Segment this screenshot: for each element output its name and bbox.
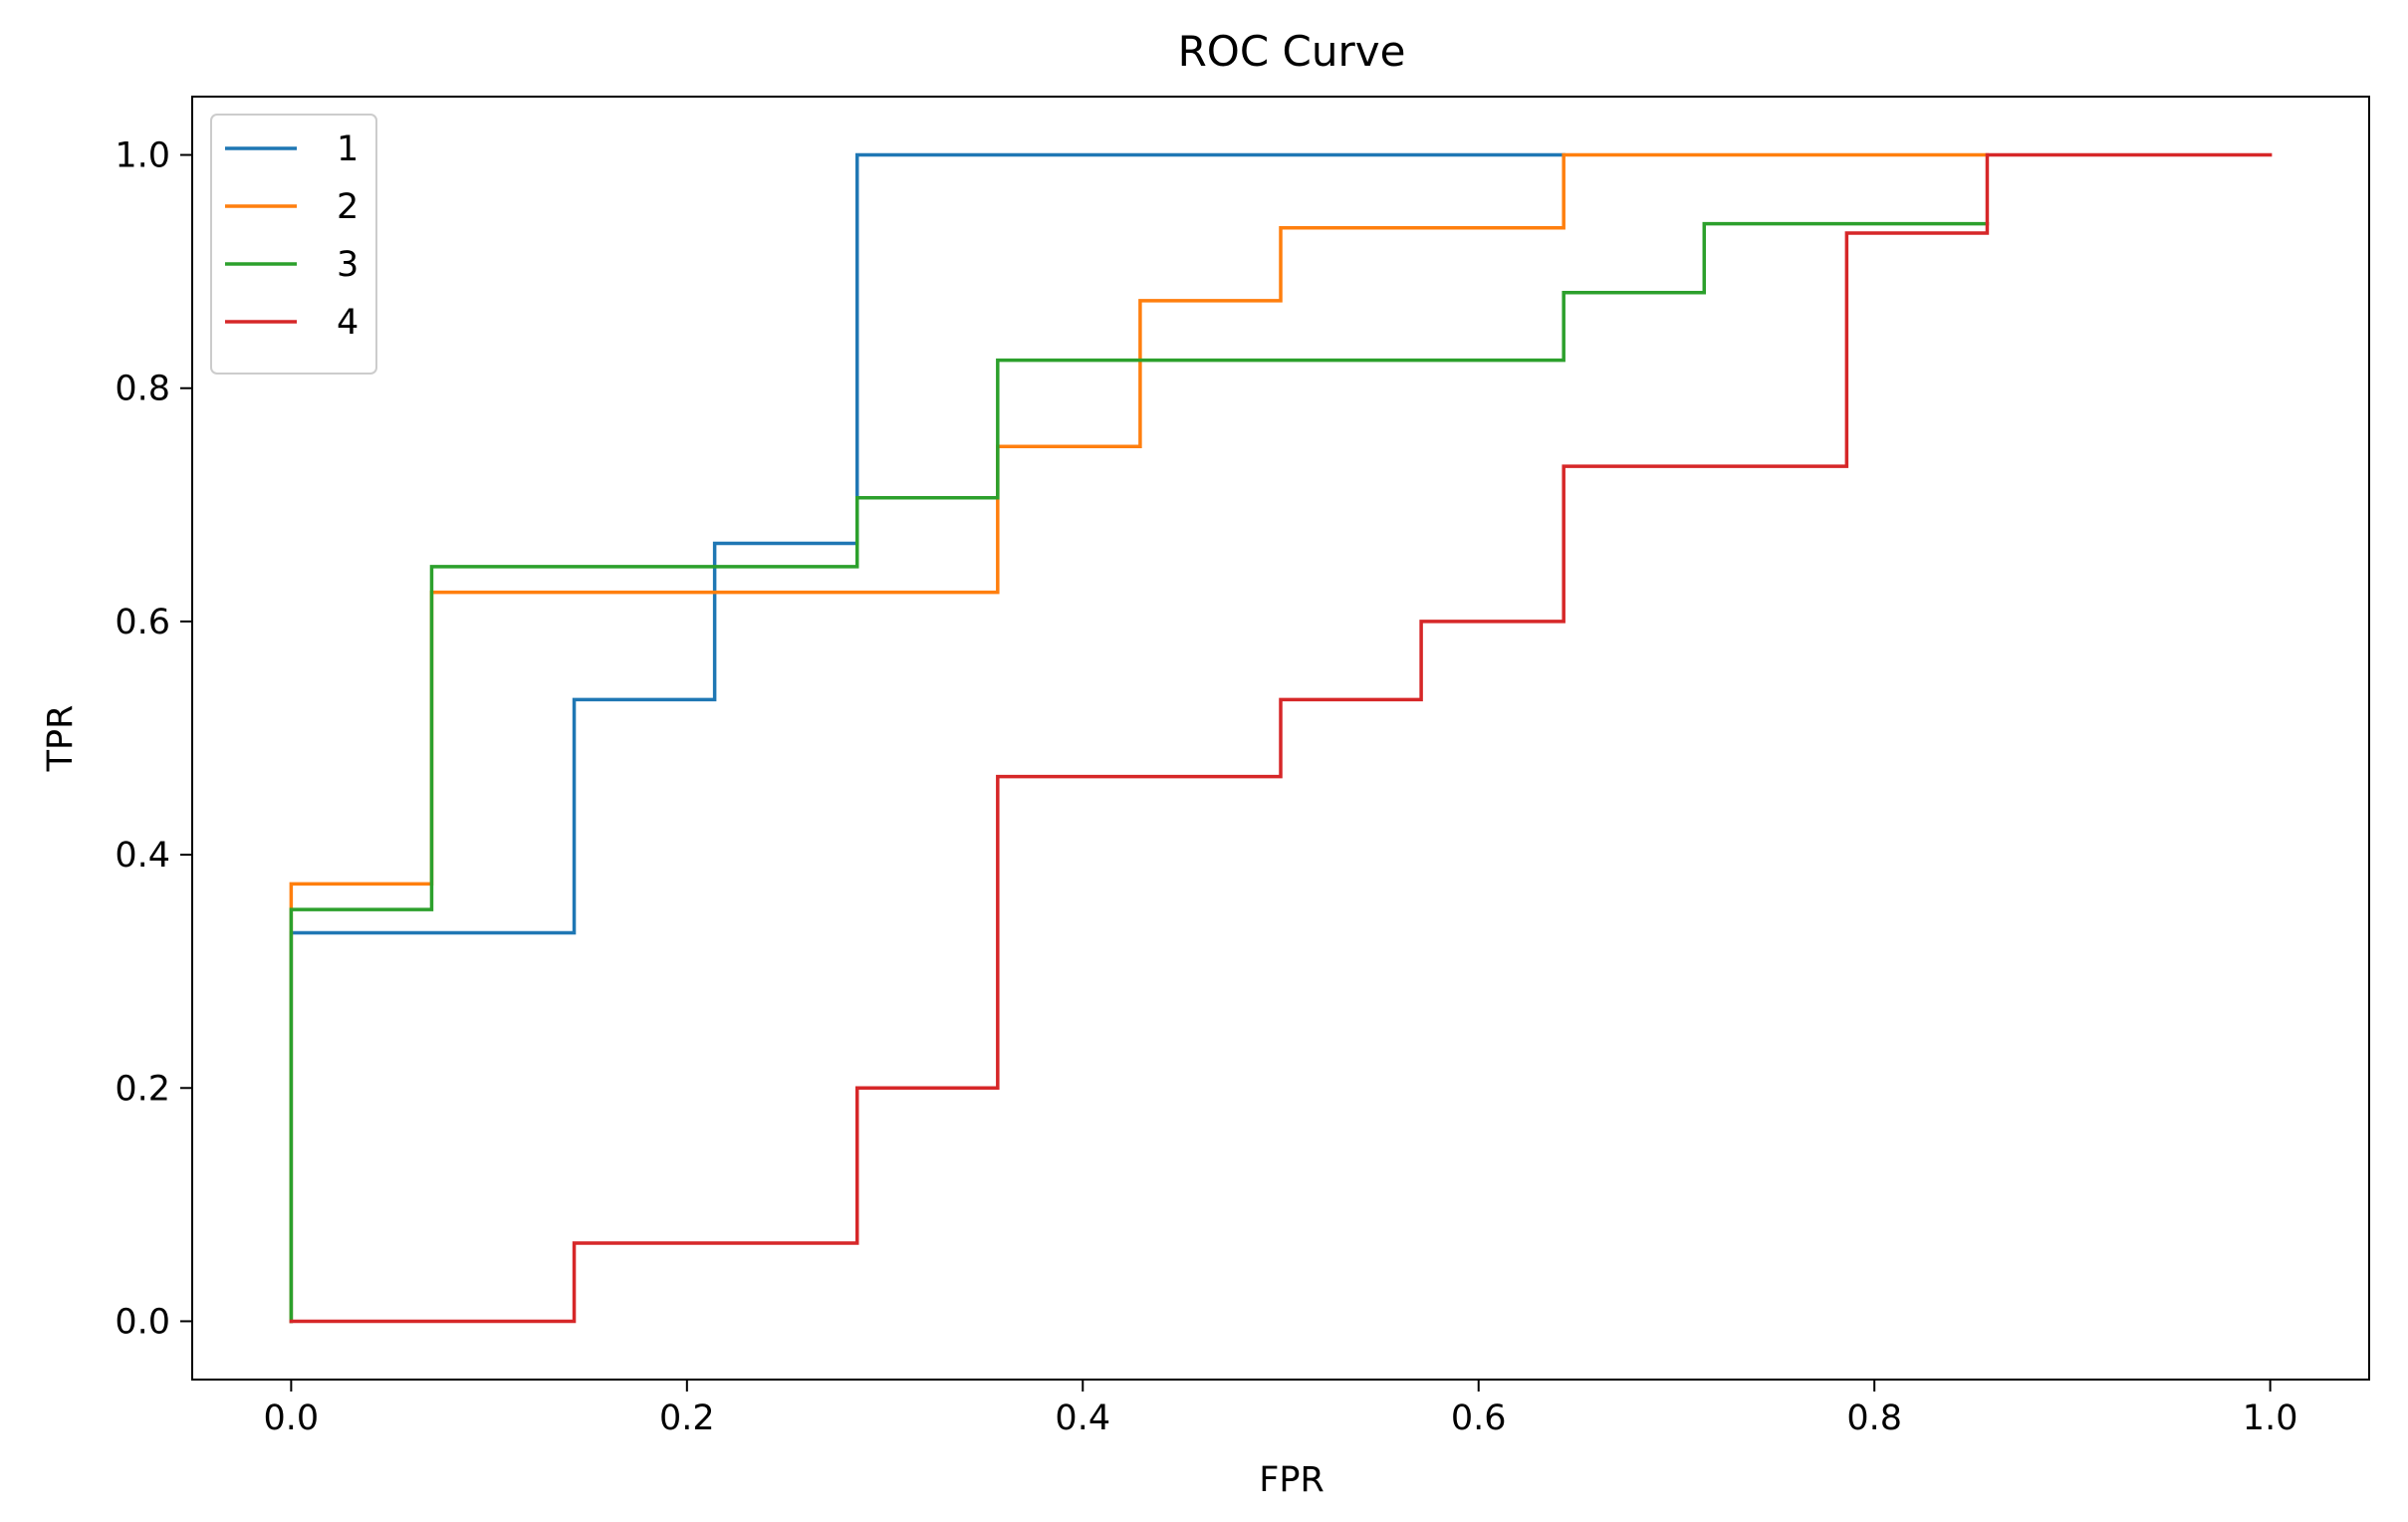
legend-label-4: 4 <box>337 303 359 343</box>
plot-frame <box>191 96 2370 1381</box>
y-tick-label: 0.8 <box>115 370 170 409</box>
x-tick-label: 0.6 <box>1451 1398 1507 1438</box>
x-tick-label: 0.4 <box>1055 1398 1110 1438</box>
legend-box <box>210 114 377 375</box>
x-tick-label: 0.2 <box>659 1398 715 1438</box>
y-axis-ticks: 0.0 0.2 0.4 0.6 0.8 1.0 <box>115 136 192 1342</box>
y-axis-label: TPR <box>41 705 81 773</box>
series-layer <box>289 152 2273 1324</box>
y-tick-label: 1.0 <box>115 136 170 176</box>
x-tick-label: 1.0 <box>2243 1398 2298 1438</box>
y-tick-label: 0.4 <box>115 836 170 876</box>
legend-label-3: 3 <box>337 245 359 285</box>
x-axis-ticks: 0.0 0.2 0.4 0.6 0.8 1.0 <box>264 1380 2298 1438</box>
series-line-4 <box>289 152 2273 1324</box>
y-tick-label: 0.2 <box>115 1069 170 1109</box>
legend-label-2: 2 <box>337 187 359 227</box>
legend-label-1: 1 <box>337 129 359 169</box>
x-axis-label: FPR <box>1259 1460 1324 1500</box>
x-tick-label: 0.0 <box>264 1398 320 1438</box>
y-tick-label: 0.0 <box>115 1302 170 1342</box>
y-tick-label: 0.6 <box>115 603 170 642</box>
x-tick-label: 0.8 <box>1846 1398 1902 1438</box>
series-line-3 <box>289 221 1990 1324</box>
series-line-1 <box>289 152 1565 1324</box>
chart-title: ROC Curve <box>1178 27 1406 76</box>
legend: 1 2 3 4 <box>210 114 377 375</box>
